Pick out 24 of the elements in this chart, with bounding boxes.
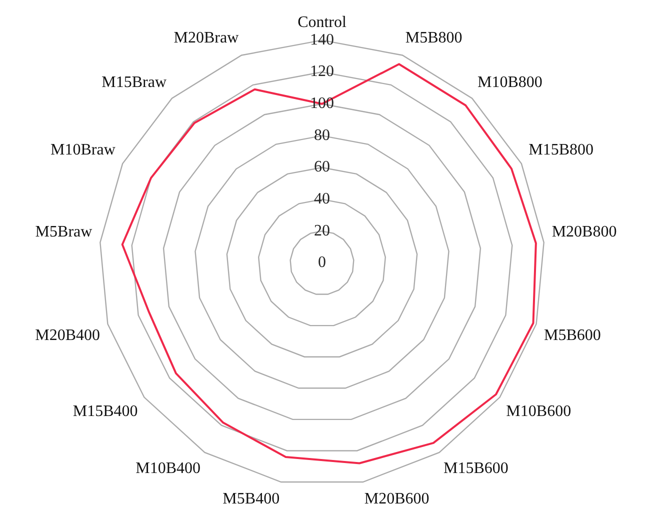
spoke-label: M20B400 <box>35 326 100 344</box>
spoke-label: M15B400 <box>72 402 138 420</box>
spoke-label: M5B800 <box>405 29 462 46</box>
spoke-label: M20B800 <box>552 223 617 240</box>
spoke-label: M20B600 <box>364 490 430 508</box>
spoke-label: M20Braw <box>174 29 240 46</box>
y-tick-label: 40 <box>314 190 330 208</box>
spoke-label: Control <box>298 14 347 31</box>
spoke-label: M15B800 <box>528 142 594 159</box>
y-tick-label: 60 <box>314 158 330 176</box>
y-tick-label: 80 <box>314 126 330 144</box>
spoke-label: M10B400 <box>136 460 200 478</box>
spoke-label: M10B600 <box>506 402 572 420</box>
spoke-label: M5Braw <box>35 223 93 240</box>
spoke-label: M10Braw <box>50 142 116 159</box>
y-tick-label: 140 <box>310 31 334 48</box>
spoke-label: M5B400 <box>222 490 280 508</box>
spoke-label: M15Braw <box>102 74 167 92</box>
spoke-label: M15B600 <box>444 460 508 478</box>
spoke-label: M10B800 <box>477 74 542 92</box>
y-tick-label: 0 <box>318 254 326 272</box>
y-tick-label: 20 <box>314 222 330 240</box>
y-tick-label: 120 <box>310 63 334 80</box>
spoke-label: M5B600 <box>544 326 601 344</box>
